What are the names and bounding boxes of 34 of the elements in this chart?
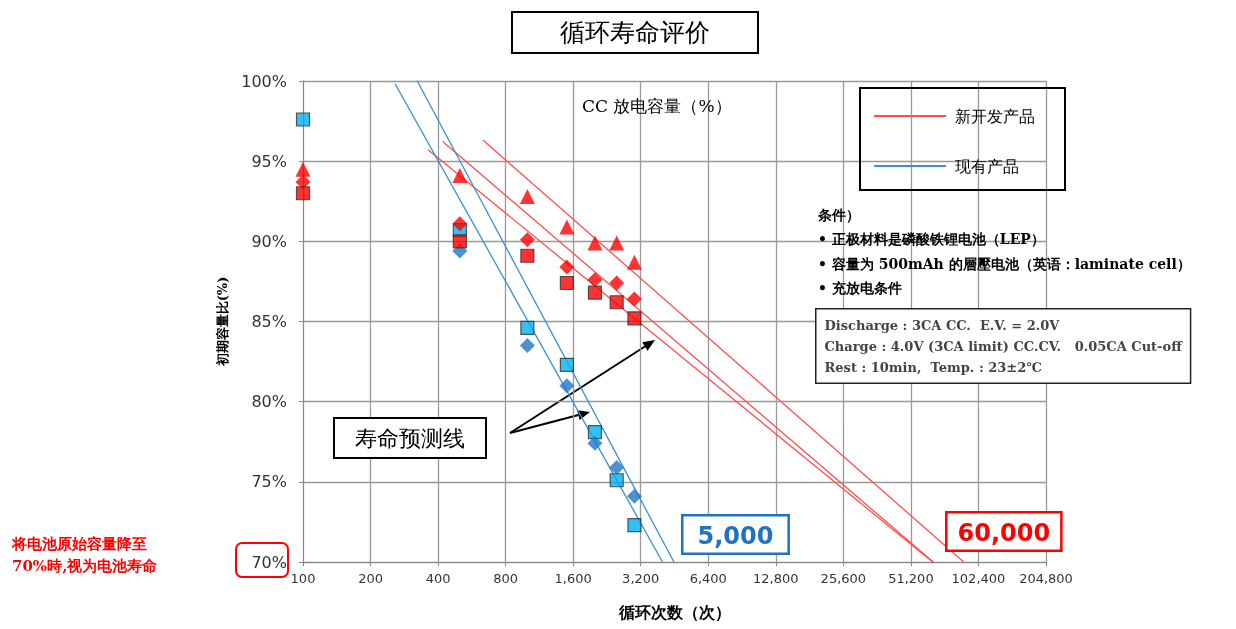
x-tick-label: 1,600: [554, 571, 592, 586]
annotation: • 正极材料是磷酸铁锂电池（LEP）: [818, 231, 1045, 247]
text: 将电池原始容量降至 70%時,视为电池寿命: [11, 535, 159, 575]
annotation: 条件）: [817, 207, 860, 223]
x-axis-title: 循环次数（次）: [617, 602, 731, 622]
annotation: CC 放电容量（%）: [582, 95, 732, 116]
y-axis-title: 初期容量比(%): [215, 276, 230, 368]
annotation: 60,000: [957, 518, 1051, 547]
annotation: • 充放电条件: [818, 280, 902, 296]
x-tick-label: 400: [425, 571, 451, 586]
x-tick-label: 800: [493, 571, 519, 586]
y-tick-label: 100%: [241, 71, 287, 91]
y-tick-label: 75%: [251, 472, 287, 492]
legend-label: 现有产品: [955, 156, 1019, 176]
y-tick-label: 90%: [251, 231, 287, 251]
x-tick-label: 3,200: [622, 571, 660, 586]
chart-title: 循环寿命评价: [560, 18, 710, 47]
y-tick-label: 80%: [251, 392, 287, 412]
x-tick-label: 6,400: [689, 571, 727, 586]
legend-label: 新开发产品: [955, 106, 1035, 126]
x-tick-label: 100: [290, 571, 316, 586]
annotation: • 容量为 500mAh 的層壓电池（英语：laminate cell）: [818, 256, 1191, 272]
x-tick-label: 51,200: [888, 571, 934, 586]
y-tick-label: 95%: [251, 151, 287, 171]
annotation: 5,000: [697, 521, 774, 550]
x-tick-label: 12,800: [753, 571, 799, 586]
x-tick-label: 200: [358, 571, 383, 586]
x-tick-label: 204,800: [1019, 571, 1073, 586]
annotation: 寿命预测线: [355, 425, 465, 451]
x-tick-label: 25,600: [820, 571, 867, 586]
y-tick-label: 85%: [251, 312, 287, 331]
y-tick-label: 70%: [251, 552, 287, 572]
annotation: Discharge : 3CA CC. E.V. = 2.0V Charge : 4.0V (3CA limit) CC.CV. 0.05CA Cut-off Rest : 10min, Temp. : 23±2℃: [824, 317, 1184, 375]
x-tick-label: 102,400: [951, 571, 1006, 586]
